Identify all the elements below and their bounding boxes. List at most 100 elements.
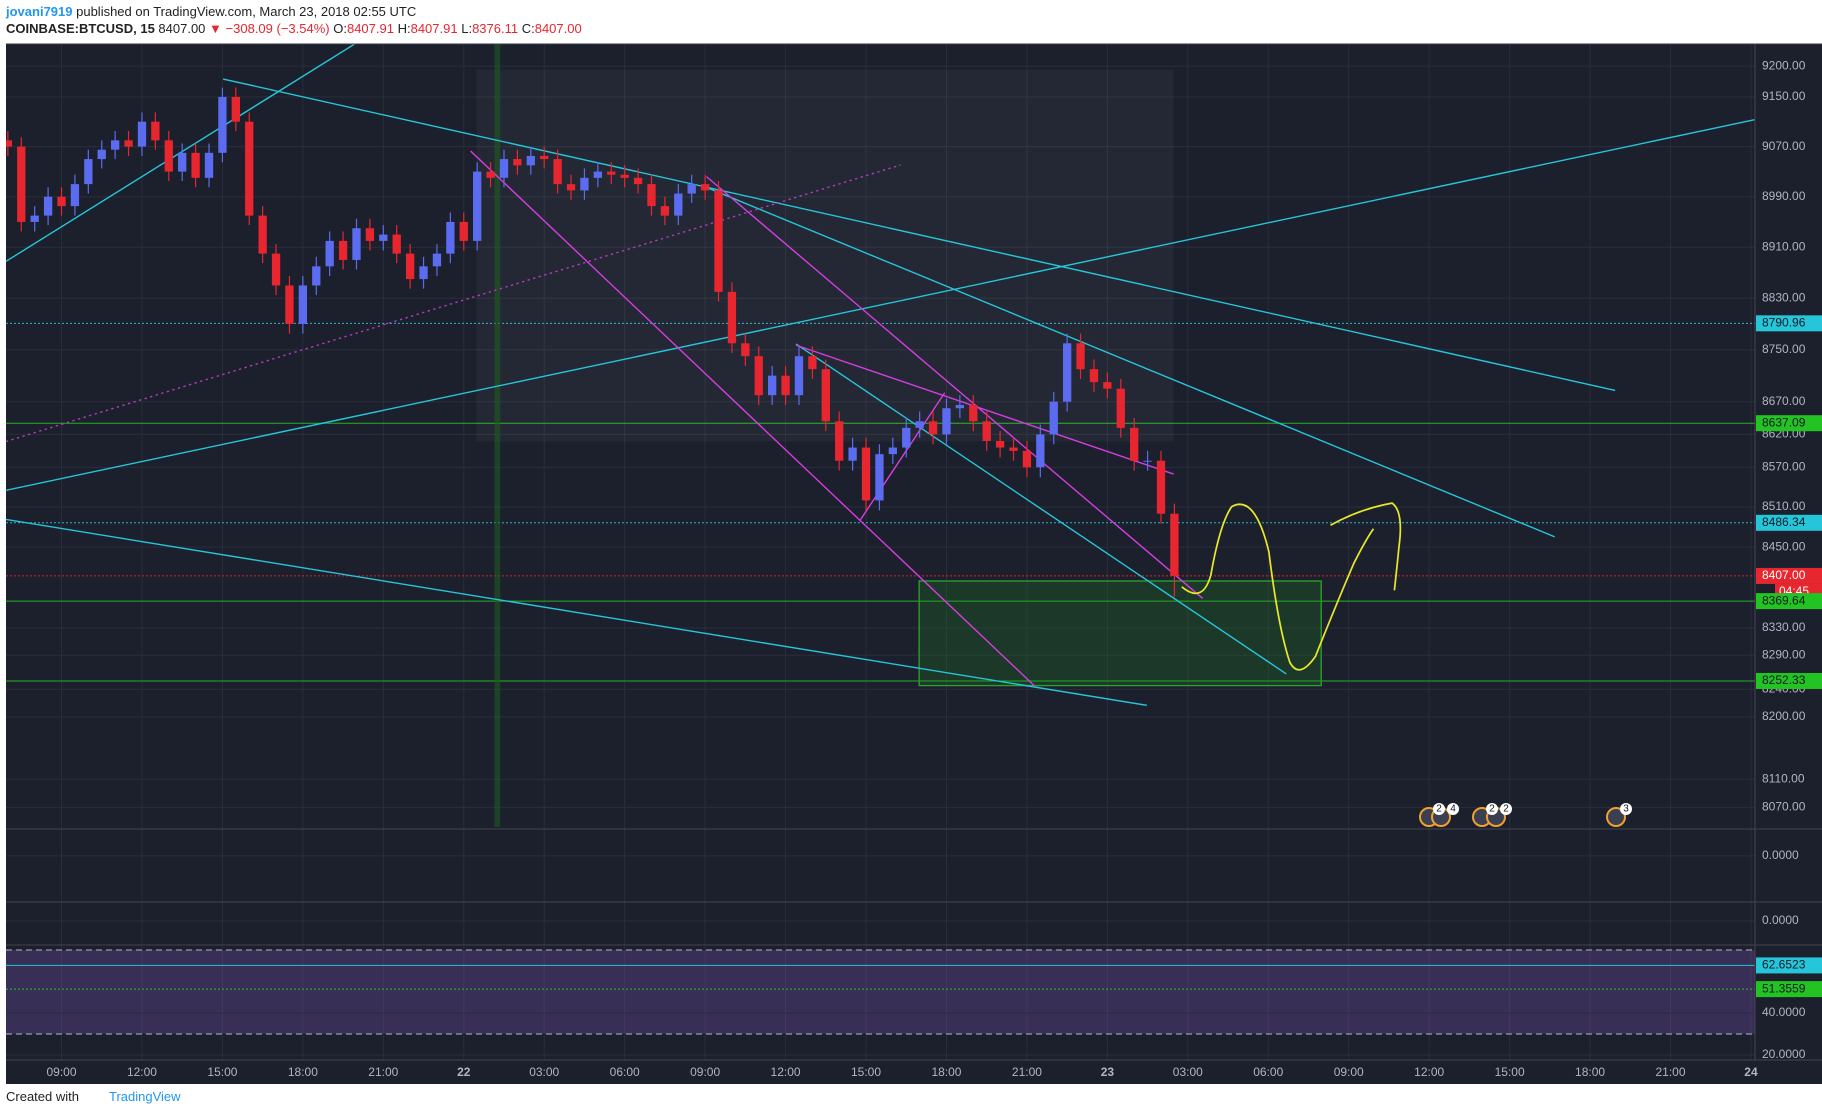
x-tick-label: 09:00 [690,1065,720,1079]
y-tick-label: 8830.00 [1762,290,1806,304]
level-label: 51.3559 [1762,981,1806,995]
candle-body [1009,447,1018,451]
candle-body [607,171,616,175]
y-tick-label: 8070.00 [1762,800,1806,814]
candle-body [97,149,106,160]
y-tick-label: 8330.00 [1762,620,1806,634]
y-tick-label: 8570.00 [1762,459,1806,473]
candle-body [1156,460,1166,514]
target-box [918,580,1322,687]
event-count: 3 [1623,804,1629,815]
event-count: 2 [1503,804,1509,815]
ohlc-key: L: [461,21,473,36]
x-tick-label: 09:00 [46,1065,76,1079]
channel-line [859,392,946,521]
candle-body [57,196,66,207]
brand: TradingView [108,1089,181,1104]
y-tick-label: 0.0000 [1762,913,1799,927]
candle-body [338,240,348,260]
candle-body [633,177,643,185]
price-label: 8407.00 [1762,568,1806,582]
candle-body [553,159,562,185]
x-tick-label: 21:00 [1012,1065,1042,1079]
candle-body [955,404,965,409]
candle-body [741,343,750,357]
candle-body [888,447,897,455]
ohlc-value: 8407.91 [346,21,394,36]
x-tick-label: 18:00 [288,1065,318,1079]
candle-body [821,369,830,422]
y-tick-label: 8910.00 [1762,239,1806,253]
candle-body [566,184,576,191]
event-badges: 2 4 2 2 3 [1419,803,1632,827]
candle-body [110,140,120,150]
y-tick-label: 9200.00 [1762,58,1806,72]
candle-body [459,221,468,241]
candle-body [513,159,522,166]
trend-line [222,78,1616,392]
candle-body [915,421,924,428]
publish-line: jovani7919 published on TradingView.com,… [6,3,582,20]
event-icon[interactable] [1606,807,1626,827]
symbol: COINBASE:BTCUSD, 15 [6,21,155,36]
projection-path [1181,503,1375,671]
y-tick-label: 0.0000 [1762,848,1799,862]
y-tick-label: 8200.00 [1762,709,1806,723]
x-tick-label: 15:00 [207,1065,237,1079]
candle-body [1076,343,1085,370]
candle-body [1103,382,1112,389]
x-tick-label: 03:00 [529,1065,559,1079]
candle-body [794,356,804,396]
candle-body [285,285,294,324]
event-count: 2 [1489,804,1495,815]
candle-body [298,285,308,324]
candle-body [768,375,777,396]
candle-body [526,155,535,166]
candle-body [164,140,173,172]
ohlc-key: H: [397,21,411,36]
trend-line [702,185,1556,538]
price-label: 8486.34 [1762,515,1806,529]
x-tick-label: 23 [1101,1065,1115,1079]
ohlc-key: O: [333,21,347,36]
candle-body [70,184,80,207]
projection-path [1330,502,1402,591]
candle-body [6,140,13,147]
price-label-box [1756,593,1822,610]
candle-body [258,215,267,254]
candle-body [781,375,790,396]
candle-body [727,291,737,344]
candle-body [30,215,39,222]
y-tick-label: 20.0000 [1762,1047,1806,1061]
change: ▼ −308.09 (−3.54%) [209,21,330,36]
candle-body [499,159,509,178]
candle-body [419,266,428,280]
event-count-badge [1486,803,1498,815]
event-count: 4 [1450,804,1456,815]
candle-body [379,234,388,241]
channel-line [6,164,901,443]
candle-body [928,421,938,435]
candle-body [647,184,656,207]
price-label: 8790.96 [1762,316,1806,330]
candle-body [969,404,978,422]
candle-body [982,421,991,441]
ohlc-value: 8407.91 [410,21,458,36]
candle-body [365,228,375,241]
y-tick-label: 40.0000 [1762,1005,1806,1019]
candle-body [151,121,160,141]
candle-body [674,193,683,216]
candle-body [540,155,549,160]
candle-body [1062,343,1072,402]
x-tick-label: 06:00 [610,1065,640,1079]
x-tick-label: 12:00 [1414,1065,1444,1079]
candle-body [754,356,763,396]
ohlc-value: 8407.00 [534,21,582,36]
candle-body [473,171,482,241]
y-tick-label: 8670.00 [1762,394,1806,408]
band-fill [6,949,1755,1034]
trend-line [6,518,1148,707]
candle-body [325,240,334,267]
ohlc-key: C: [521,21,535,36]
y-tick-label: 9150.00 [1762,89,1806,103]
